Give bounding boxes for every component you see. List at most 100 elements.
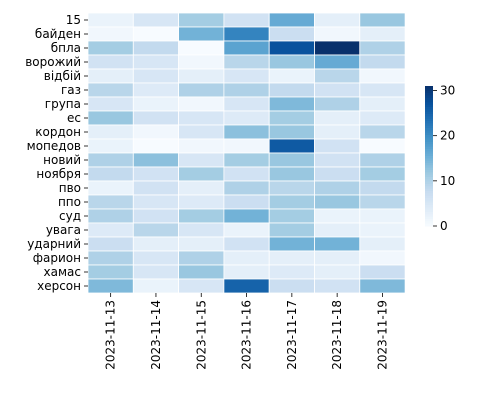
heatmap-cell	[132, 264, 180, 280]
heatmap-cell	[132, 54, 180, 70]
colorbar-tick-label: 30	[440, 84, 455, 98]
heatmap-cell	[314, 236, 361, 252]
heatmap-cell	[359, 264, 406, 280]
colorbar-segment	[425, 146, 433, 150]
colorbar-segment	[425, 212, 433, 215]
heatmap-cell	[268, 180, 315, 196]
heatmap-cell	[132, 236, 180, 252]
heatmap-cell	[268, 236, 315, 252]
heatmap-cell	[132, 194, 180, 210]
heatmap-cell	[87, 82, 134, 98]
heatmap-cell	[87, 138, 134, 154]
colorbar-segment	[425, 216, 433, 220]
heatmap-cell	[132, 26, 180, 42]
heatmap-cell	[87, 180, 134, 196]
heatmap-cell	[268, 264, 315, 280]
colorbar-segment	[425, 125, 433, 129]
y-tick-label: хамас	[44, 265, 81, 279]
heatmap-cell	[132, 208, 180, 224]
heatmap-cell	[223, 250, 270, 266]
colorbar-segment	[425, 191, 433, 194]
heatmap-cell	[314, 250, 361, 266]
colorbar-segment	[425, 209, 433, 213]
heatmap-cell	[87, 250, 134, 266]
colorbar-segment	[425, 149, 433, 152]
colorbar-segment	[425, 109, 433, 113]
y-tick-label: група	[45, 97, 81, 111]
colorbar-segment	[425, 219, 433, 222]
y-tick-label: ворожий	[25, 55, 81, 69]
y-tick-label: мопедов	[27, 139, 81, 153]
colorbar-segment	[425, 184, 433, 187]
heatmap-cell	[87, 278, 134, 294]
colorbar-segment	[425, 100, 433, 103]
colorbar-segment	[425, 177, 433, 180]
heatmap-cell	[223, 82, 270, 98]
heatmap-cell	[223, 12, 270, 28]
heatmap-cell	[314, 26, 361, 42]
heatmap-cell	[223, 138, 270, 154]
heatmap-cell	[359, 208, 406, 224]
heatmap-cell	[132, 110, 180, 126]
heatmap-cell	[132, 40, 180, 56]
colorbar-segment	[425, 193, 433, 197]
colorbar-segment	[425, 156, 433, 159]
y-tick-label: новий	[43, 153, 81, 167]
x-tick-label: 2023-11-16	[240, 300, 254, 370]
heatmap-cell	[223, 26, 270, 42]
colorbar-tick-label: 0	[440, 219, 448, 233]
heatmap-cell	[223, 152, 270, 168]
colorbar-segment	[425, 95, 433, 99]
heatmap-cell	[314, 278, 361, 294]
y-tick-label: газ	[61, 83, 81, 97]
heatmap-cell	[223, 180, 270, 196]
heatmap-cell	[268, 26, 315, 42]
heatmap-cell	[359, 138, 406, 154]
heatmap-cell	[178, 264, 225, 280]
heatmap-cell	[359, 40, 406, 56]
colorbar-segment	[425, 132, 433, 136]
heatmap-cell	[132, 278, 180, 294]
heatmap-cell	[359, 54, 406, 70]
colorbar-segment	[425, 86, 433, 89]
colorbar-segment	[425, 102, 433, 106]
heatmap-cell	[268, 82, 315, 98]
heatmap-cell	[314, 40, 361, 56]
colorbar-segment	[425, 142, 433, 145]
heatmap-cell	[132, 12, 180, 28]
heatmap-cell	[314, 110, 361, 126]
colorbar-segment	[425, 90, 433, 94]
colorbar-segment	[425, 116, 433, 120]
heatmap-cell	[223, 124, 270, 140]
heatmap-cell	[359, 194, 406, 210]
y-tick-label: увага	[46, 223, 81, 237]
colorbar-segment	[425, 118, 433, 122]
heatmap-cell	[87, 166, 134, 182]
heatmap-cell	[314, 208, 361, 224]
heatmap-cell	[223, 166, 270, 182]
colorbar-segment	[425, 123, 433, 127]
heatmap-cell	[178, 124, 225, 140]
heatmap-cell	[223, 110, 270, 126]
colorbar-segment	[425, 135, 433, 138]
heatmap-cell	[359, 180, 406, 196]
heatmap-cell	[359, 278, 406, 294]
heatmap-cell	[268, 12, 315, 28]
heatmap-cell	[314, 12, 361, 28]
heatmap-cell	[87, 12, 134, 28]
colorbar-segment	[425, 174, 433, 178]
x-tick-label: 2023-11-19	[375, 300, 389, 370]
colorbar-segment	[425, 195, 433, 199]
heatmap-cell	[178, 82, 225, 98]
colorbar-segment	[425, 111, 433, 115]
heatmap-cell	[87, 264, 134, 280]
heatmap-cell	[314, 264, 361, 280]
heatmap-cell	[87, 26, 134, 42]
heatmap-cell	[178, 68, 225, 84]
x-tick-labels: 2023-11-13 2023-11-14 2023-11-15 2023-11-16…	[104, 293, 389, 370]
colorbar-segment	[425, 104, 433, 108]
heatmap-cell	[223, 96, 270, 112]
y-tick-label: фарион	[33, 251, 81, 265]
